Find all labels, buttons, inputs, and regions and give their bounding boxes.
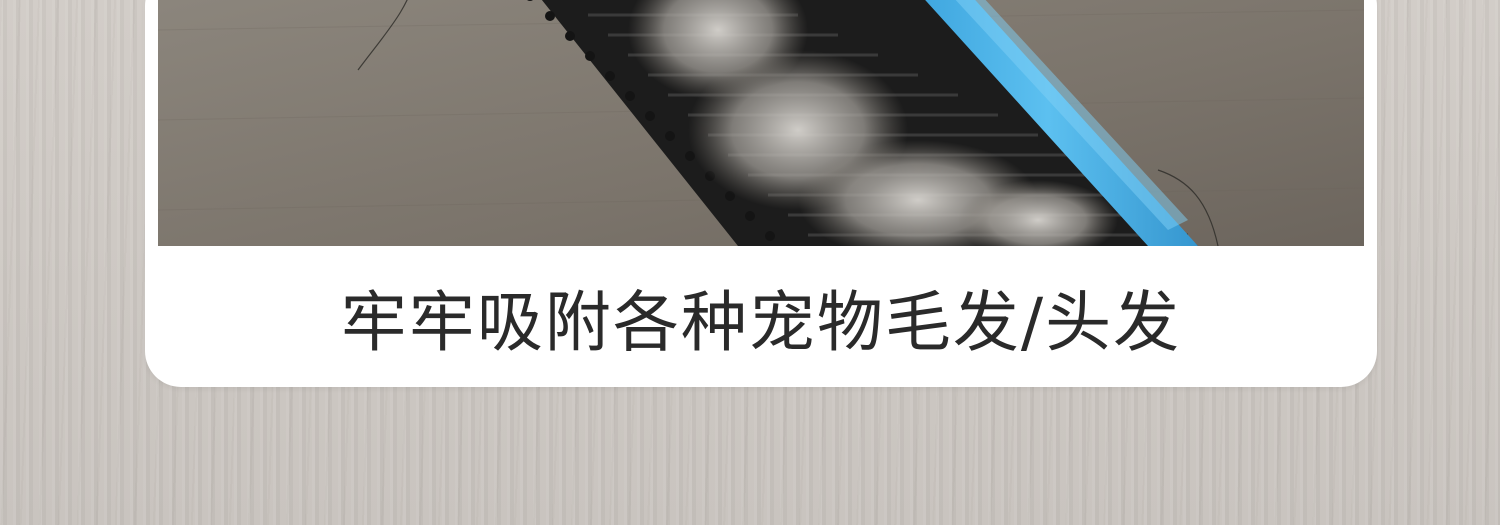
caption-bar: 牢牢吸附各种宠物毛发/头发 xyxy=(145,246,1377,387)
brush-with-pet-hair-image xyxy=(158,0,1364,246)
brush-photo xyxy=(158,0,1364,246)
product-card: 牢牢吸附各种宠物毛发/头发 xyxy=(145,0,1377,387)
caption-text: 牢牢吸附各种宠物毛发/头发 xyxy=(340,283,1182,361)
